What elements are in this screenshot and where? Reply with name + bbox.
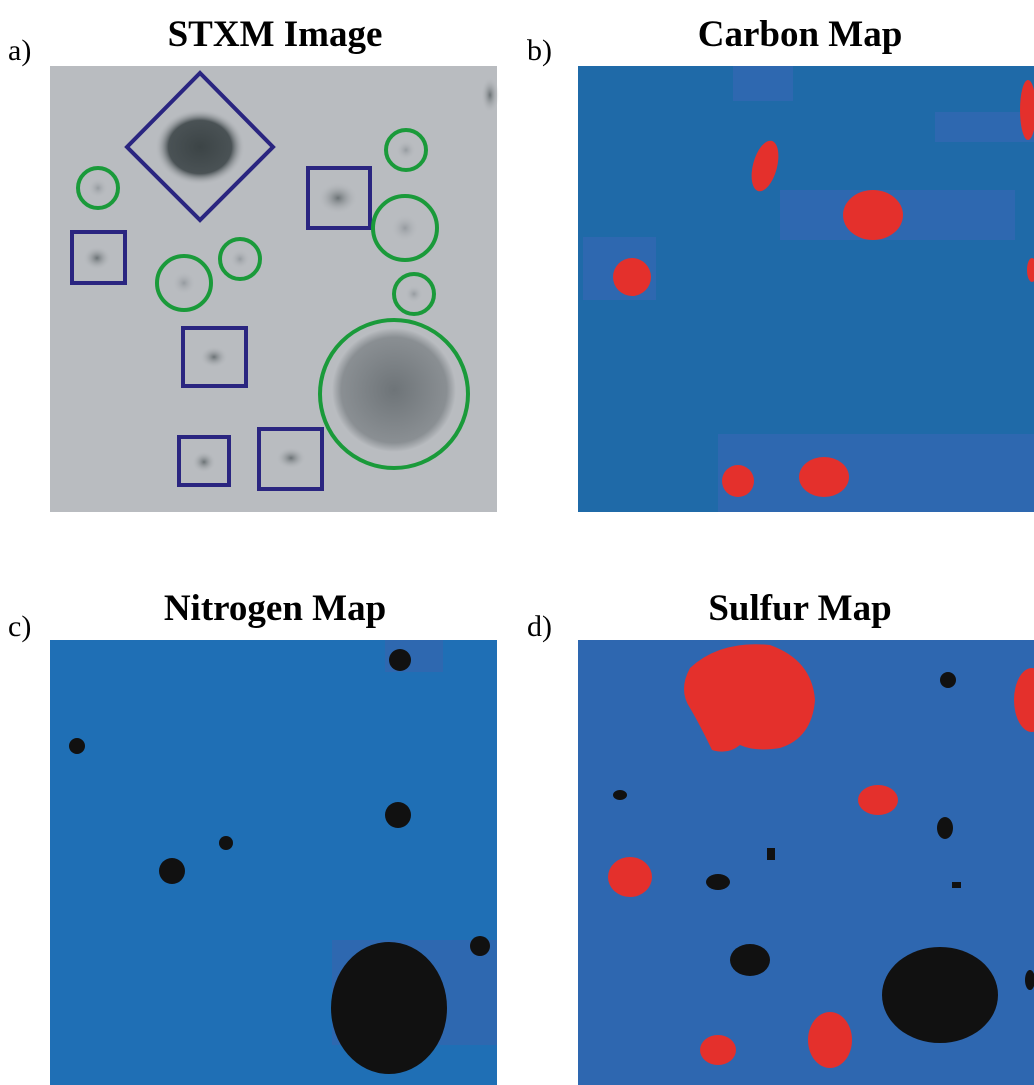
carbon-map — [578, 66, 1034, 512]
stxm-image — [50, 66, 499, 512]
panel-label: a) — [8, 34, 31, 67]
panel-title: Nitrogen Map — [164, 588, 386, 629]
panel-label: c) — [8, 610, 31, 643]
panel-title: Sulfur Map — [708, 588, 891, 629]
nitrogen-map — [50, 640, 497, 1085]
panel-title: Carbon Map — [698, 14, 903, 55]
panel-label: b) — [527, 34, 552, 67]
figure: STXM Image a) Carbon Map b) Nitrogen Map… — [0, 0, 1034, 1085]
panel-label: d) — [527, 610, 552, 643]
sulfur-map — [578, 640, 1034, 1085]
panel-title: STXM Image — [168, 14, 383, 55]
